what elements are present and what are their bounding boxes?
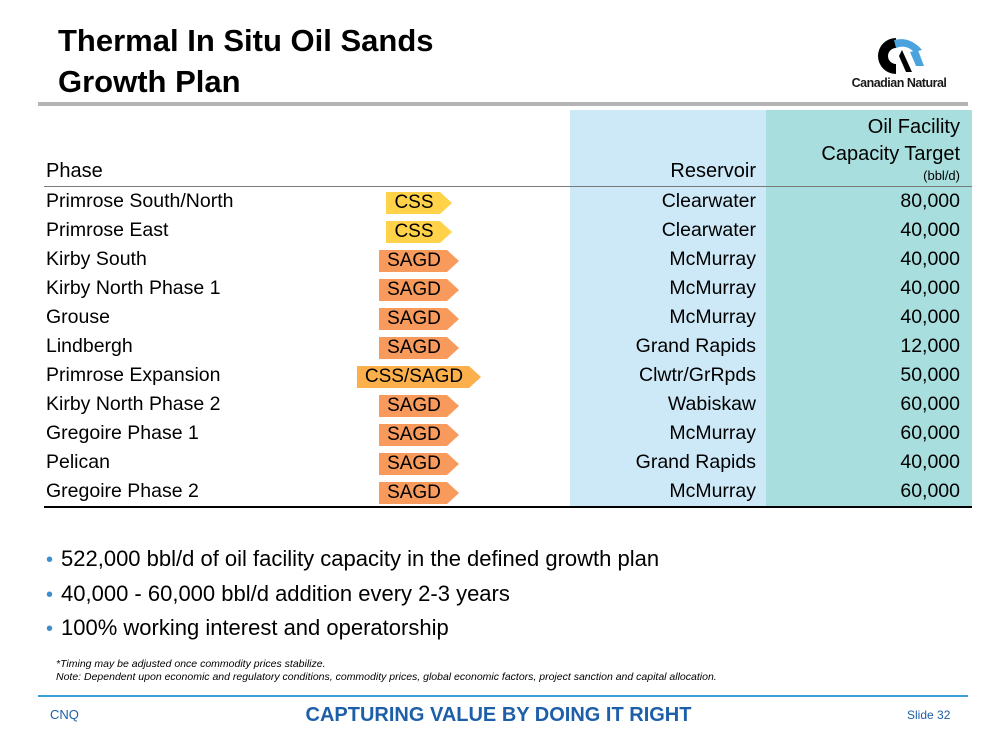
phase-cell: Primrose East xyxy=(46,219,169,241)
capacity-cell: 12,000 xyxy=(900,335,960,357)
phase-cell: Lindbergh xyxy=(46,335,133,357)
bullet-text: 40,000 - 60,000 bbl/d addition every 2-3… xyxy=(61,580,510,606)
header-capacity: Oil Facility Capacity Target (bbl/d) xyxy=(766,114,960,184)
table-row: Primrose South/North CSS Clearwater 80,0… xyxy=(44,188,972,217)
header-capacity-unit: (bbl/d) xyxy=(923,168,960,183)
reservoir-cell: Clearwater xyxy=(661,190,756,212)
footer-ticker: CNQ xyxy=(50,707,79,722)
phase-cell: Kirby North Phase 2 xyxy=(46,393,221,415)
reservoir-cell: McMurray xyxy=(669,306,756,328)
capacity-cell: 40,000 xyxy=(900,306,960,328)
phase-cell: Gregoire Phase 2 xyxy=(46,480,199,502)
phase-cell: Primrose South/North xyxy=(46,190,234,212)
method-tag: SAGD xyxy=(379,250,459,272)
capacity-cell: 60,000 xyxy=(900,393,960,415)
table-bottom-rule xyxy=(44,506,972,508)
table-row: Kirby South SAGD McMurray 40,000 xyxy=(44,246,972,275)
capacity-column-background xyxy=(766,110,972,508)
bullet-dot-icon: • xyxy=(46,583,54,606)
capacity-cell: 50,000 xyxy=(900,364,960,386)
bullet-text: 100% working interest and operatorship xyxy=(61,615,449,640)
phase-cell: Kirby North Phase 1 xyxy=(46,277,221,299)
header-phase: Phase xyxy=(46,160,103,182)
bullet-item: • 522,000 bbl/d of oil facility capacity … xyxy=(46,546,659,581)
capacity-cell: 60,000 xyxy=(900,480,960,502)
capacity-cell: 40,000 xyxy=(900,219,960,241)
bullet-text: 522,000 bbl/d of oil facility capacity i… xyxy=(61,546,660,571)
table-row: Lindbergh SAGD Grand Rapids 12,000 xyxy=(44,333,972,362)
capacity-cell: 40,000 xyxy=(900,277,960,299)
method-tag: CSS/SAGD xyxy=(356,366,482,388)
method-tag: SAGD xyxy=(379,424,459,446)
phase-cell: Gregoire Phase 1 xyxy=(46,422,199,444)
method-tag: SAGD xyxy=(379,453,459,475)
bullet-list: • 522,000 bbl/d of oil facility capacity … xyxy=(46,546,659,650)
title-line-2: Growth Plan xyxy=(58,64,241,99)
timing-note: *Timing may be adjusted once commodity p… xyxy=(56,658,326,670)
logo-text: Canadian Natural xyxy=(851,76,947,90)
table-row: Kirby North Phase 1 SAGD McMurray 40,000 xyxy=(44,275,972,304)
reservoir-cell: McMurray xyxy=(669,248,756,270)
footer-divider xyxy=(38,695,968,697)
table-row: Gregoire Phase 2 SAGD McMurray 60,000 xyxy=(44,478,972,507)
table-row: Primrose Expansion CSS/SAGD Clwtr/GrRpds… xyxy=(44,362,972,391)
slide-number: Slide 32 xyxy=(907,708,951,722)
title-divider xyxy=(38,102,968,106)
footer-slogan: CAPTURING VALUE BY DOING IT RIGHT xyxy=(305,704,692,726)
table-body: Primrose South/North CSS Clearwater 80,0… xyxy=(44,188,972,507)
capacity-cell: 40,000 xyxy=(900,451,960,473)
header-capacity-line2: Capacity Target xyxy=(821,143,960,165)
table-row: Kirby North Phase 2 SAGD Wabiskaw 60,000 xyxy=(44,391,972,420)
reservoir-cell: Clearwater xyxy=(661,219,756,241)
method-tag: SAGD xyxy=(379,308,459,330)
reservoir-cell: Clwtr/GrRpds xyxy=(638,364,756,386)
method-tag: CSS xyxy=(386,192,452,214)
method-tag: CSS xyxy=(386,221,452,243)
disclaimer-note: Note: Dependent upon economic and regula… xyxy=(56,671,717,683)
header-capacity-line1: Oil Facility xyxy=(867,116,960,138)
table-row: Primrose East CSS Clearwater 40,000 xyxy=(44,217,972,246)
table-row: Pelican SAGD Grand Rapids 40,000 xyxy=(44,449,972,478)
header-divider xyxy=(44,186,972,187)
capacity-cell: 60,000 xyxy=(900,422,960,444)
reservoir-cell: McMurray xyxy=(669,277,756,299)
table-row: Grouse SAGD McMurray 40,000 xyxy=(44,304,972,333)
reservoir-cell: Grand Rapids xyxy=(635,451,756,473)
bullet-dot-icon: • xyxy=(46,618,54,640)
page-title: Thermal In Situ Oil Sands Growth Plan xyxy=(58,20,434,102)
bullet-item: • 40,000 - 60,000 bbl/d addition every 2-… xyxy=(46,581,659,616)
footnotes: *Timing may be adjusted once commodity p… xyxy=(56,658,717,684)
canadian-natural-logo-icon xyxy=(878,38,924,74)
growth-plan-table: Phase Reservoir Oil Facility Capacity Ta… xyxy=(44,110,972,508)
reservoir-column-background xyxy=(570,110,766,508)
reservoir-cell: Grand Rapids xyxy=(635,335,756,357)
phase-cell: Primrose Expansion xyxy=(46,364,221,386)
title-line-1: Thermal In Situ Oil Sands xyxy=(58,23,434,58)
phase-cell: Pelican xyxy=(46,451,110,473)
reservoir-cell: McMurray xyxy=(669,480,756,502)
method-tag: SAGD xyxy=(379,482,459,504)
reservoir-cell: Wabiskaw xyxy=(667,393,756,415)
reservoir-cell: McMurray xyxy=(669,422,756,444)
table-row: Gregoire Phase 1 SAGD McMurray 60,000 xyxy=(44,420,972,449)
capacity-cell: 80,000 xyxy=(900,190,960,212)
method-tag: SAGD xyxy=(379,279,459,301)
company-logo: Canadian Natural xyxy=(838,36,958,94)
method-tag: SAGD xyxy=(379,337,459,359)
phase-cell: Kirby South xyxy=(46,248,147,270)
method-tag: SAGD xyxy=(379,395,459,417)
phase-cell: Grouse xyxy=(46,306,110,328)
bullet-item: • 100% working interest and operatorship xyxy=(46,615,659,650)
capacity-cell: 40,000 xyxy=(900,248,960,270)
header-reservoir: Reservoir xyxy=(670,160,756,182)
bullet-dot-icon: • xyxy=(46,549,54,571)
